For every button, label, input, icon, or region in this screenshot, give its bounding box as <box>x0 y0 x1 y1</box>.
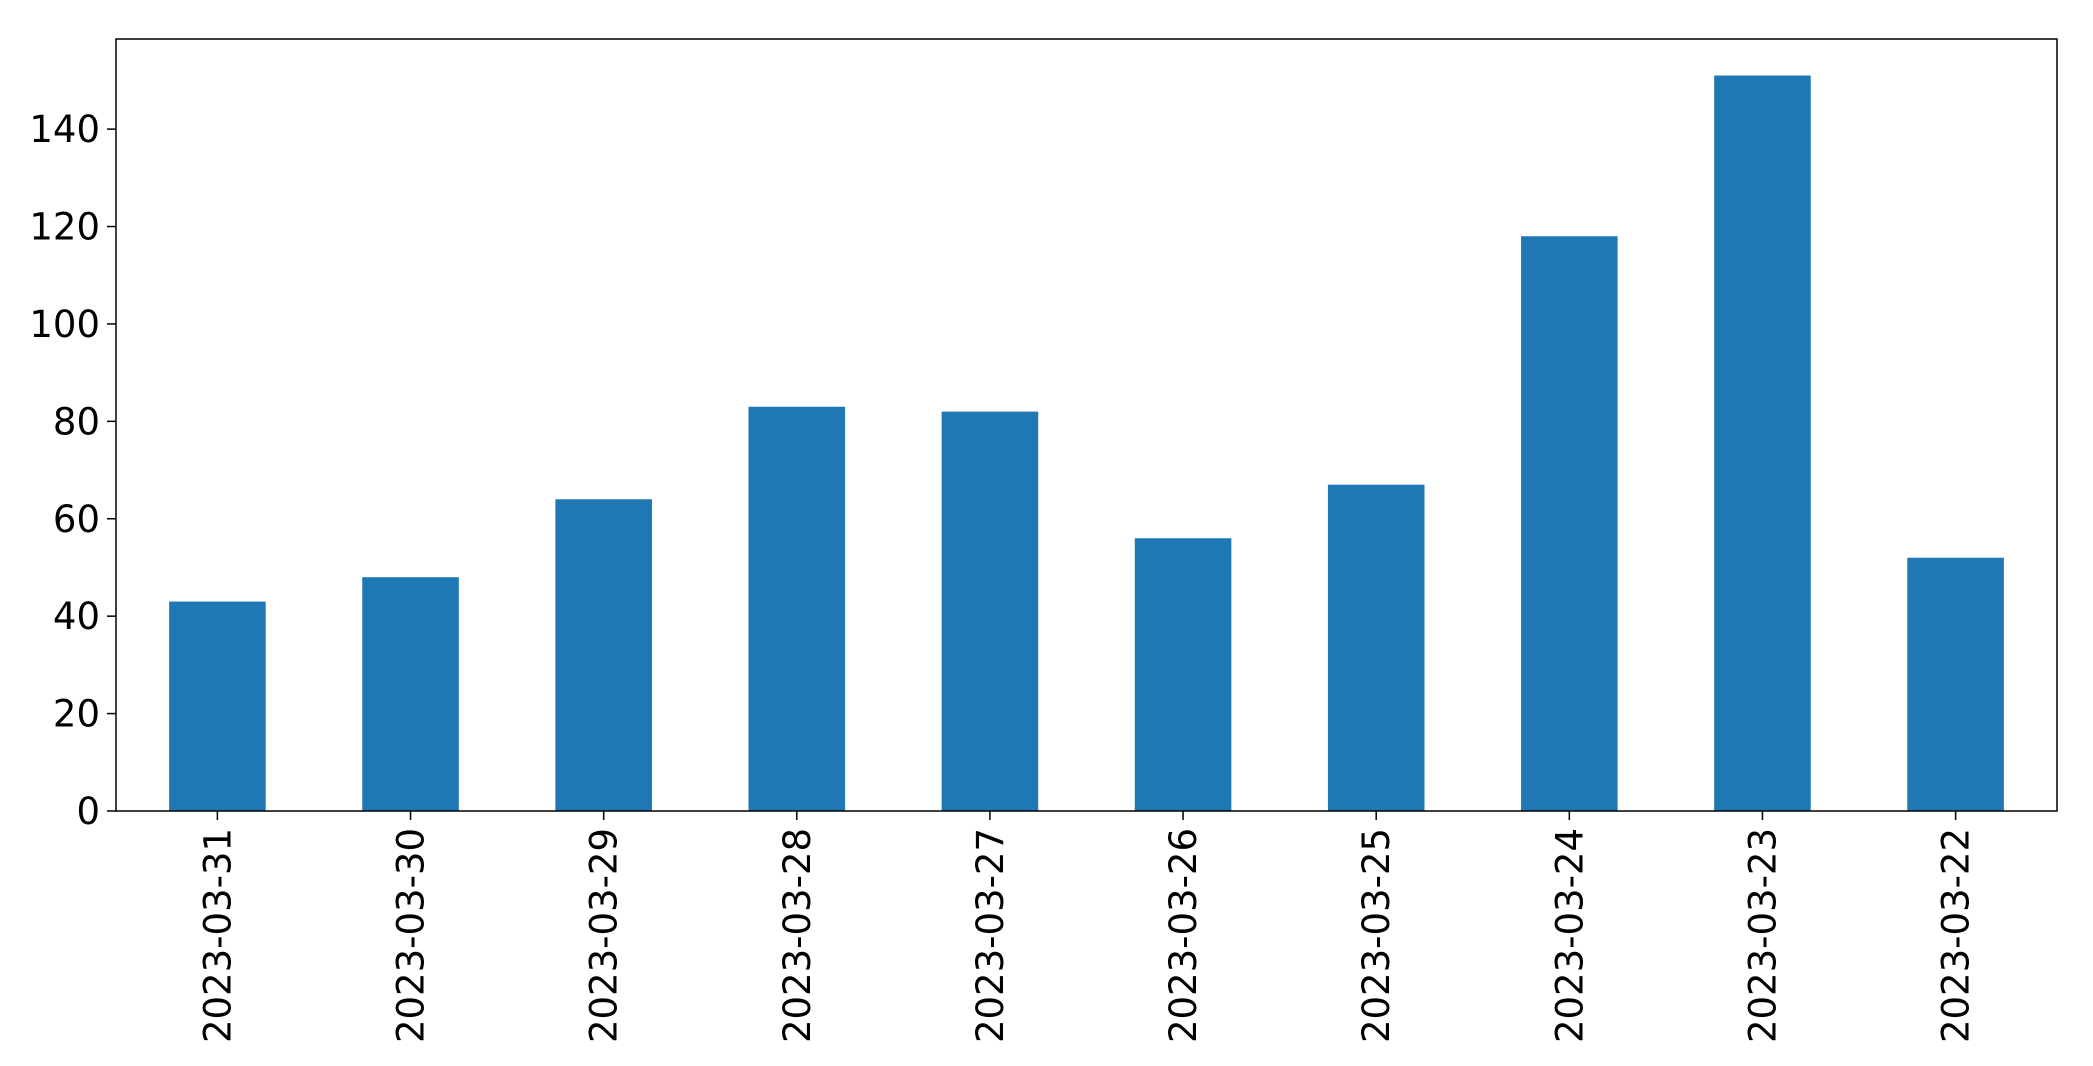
x-tick-label: 2023-03-29 <box>583 828 626 1043</box>
bar-2023-03-28 <box>748 406 846 811</box>
y-axis: 0 20 40 60 80 100 120 140 <box>29 108 116 833</box>
y-tick-label: 60 <box>53 498 100 541</box>
bar-2023-03-26 <box>1134 538 1232 811</box>
x-tick-label: 2023-03-27 <box>969 828 1012 1043</box>
x-tick-label: 2023-03-23 <box>1741 828 1784 1043</box>
bars-group <box>169 75 2004 811</box>
y-tick-label: 40 <box>53 595 100 638</box>
y-tick-label: 140 <box>29 108 100 151</box>
bar-2023-03-23 <box>1714 75 1811 811</box>
plot-frame <box>115 38 2058 812</box>
bar-2023-03-24 <box>1521 236 1618 811</box>
x-tick-label: 2023-03-26 <box>1162 828 1205 1043</box>
x-tick-label: 2023-03-31 <box>196 828 239 1043</box>
y-tick-label: 0 <box>76 790 100 833</box>
x-tick-label: 2023-03-24 <box>1548 828 1591 1043</box>
bar-2023-03-31 <box>169 601 266 811</box>
bar-2023-03-25 <box>1327 484 1425 811</box>
x-tick-label: 2023-03-28 <box>776 828 819 1043</box>
y-tick-label: 120 <box>29 206 100 249</box>
bar-2023-03-27 <box>941 411 1039 811</box>
y-tick-label: 100 <box>29 303 100 346</box>
bar-2023-03-29 <box>555 499 652 811</box>
x-tick-label: 2023-03-25 <box>1355 828 1398 1043</box>
x-tick-label: 2023-03-22 <box>1935 828 1978 1043</box>
y-tick-label: 20 <box>53 693 100 736</box>
x-tick-label: 2023-03-30 <box>390 828 433 1043</box>
y-tick-label: 80 <box>53 400 100 443</box>
bar-2023-03-30 <box>362 577 459 811</box>
x-axis: 2023-03-31 2023-03-30 2023-03-29 2023-03-28… <box>196 811 1978 1043</box>
bar-2023-03-22 <box>1907 557 2004 811</box>
